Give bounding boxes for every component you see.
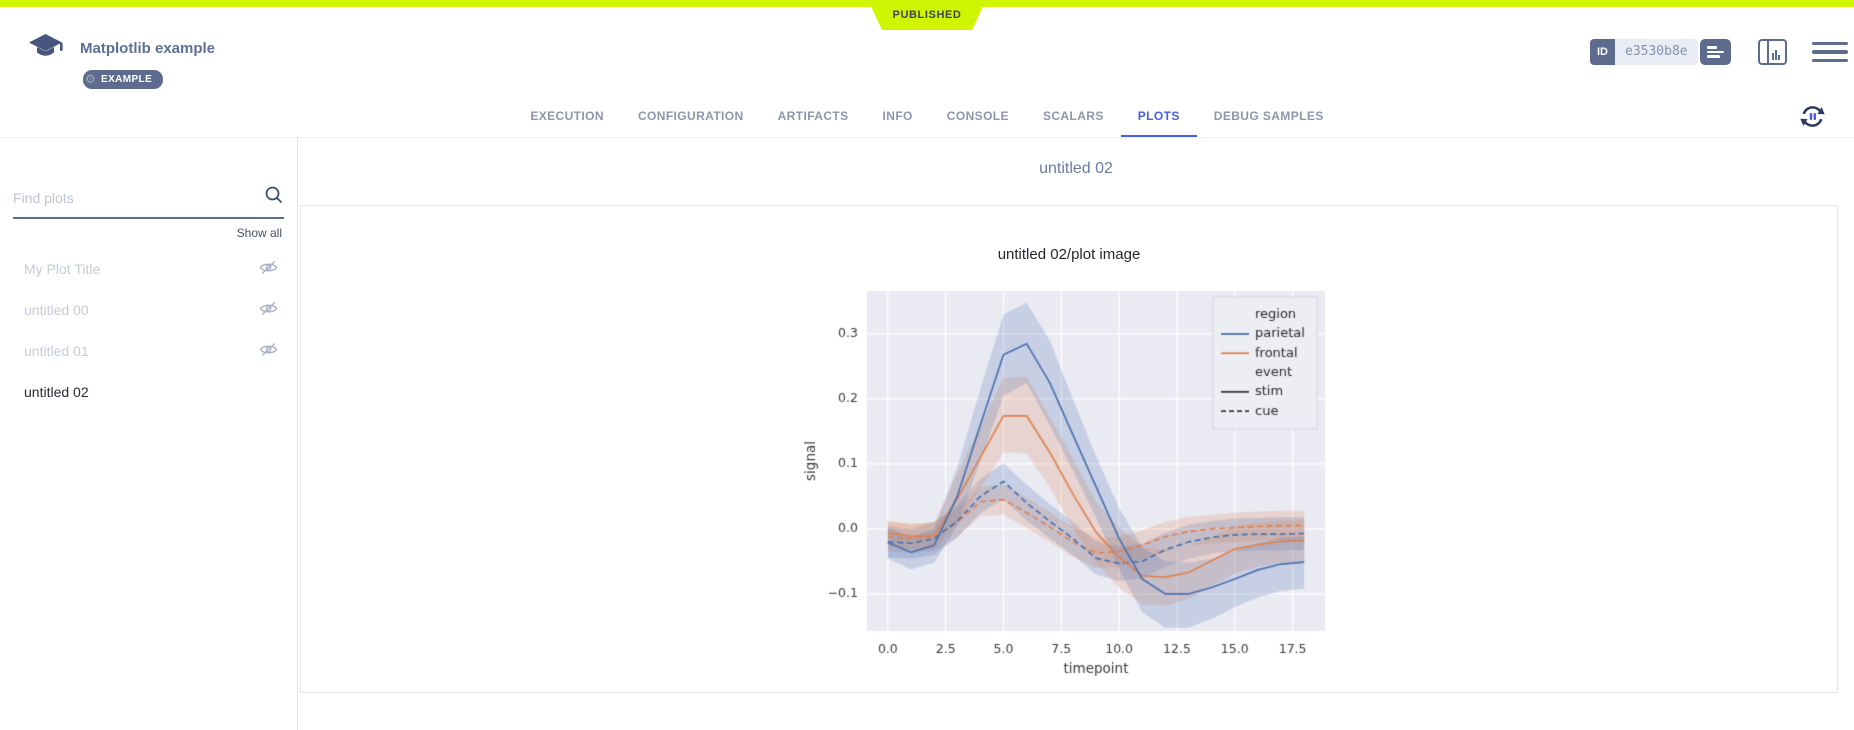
- details-icon[interactable]: [1700, 39, 1731, 65]
- id-tag: ID: [1590, 39, 1615, 65]
- plot-item-label: untitled 02: [24, 383, 89, 400]
- auto-refresh-icon[interactable]: [1797, 101, 1828, 137]
- id-value[interactable]: e3530b8e: [1615, 39, 1698, 65]
- eye-slash-icon[interactable]: [259, 301, 278, 319]
- tab-console[interactable]: CONSOLE: [946, 109, 1009, 123]
- gear-icon: ⚙: [85, 72, 97, 86]
- tab-configuration[interactable]: CONFIGURATION: [637, 109, 744, 123]
- plot-list-item[interactable]: untitled 00: [0, 289, 297, 330]
- plot-list-item-selected[interactable]: untitled 02: [0, 371, 297, 412]
- tab-artifacts[interactable]: ARTIFACTS: [777, 109, 849, 123]
- project-logo-icon: [28, 33, 64, 68]
- plot-item-label: untitled 01: [24, 342, 89, 359]
- panel-layout-icon[interactable]: [1758, 39, 1787, 65]
- tab-scalars[interactable]: SCALARS: [1042, 109, 1104, 123]
- plots-panel: untitled 02 untitled 02/plot image: [298, 138, 1854, 730]
- plot-item-label: My Plot Title: [24, 260, 101, 277]
- tab-info[interactable]: INFO: [882, 109, 913, 123]
- example-badge: ⚙ EXAMPLE: [83, 70, 164, 89]
- experiment-id-badge[interactable]: ID e3530b8e: [1590, 39, 1698, 65]
- plot-title: untitled 02/plot image: [997, 246, 1141, 263]
- menu-icon[interactable]: [1812, 39, 1848, 65]
- plot-item-label: untitled 00: [24, 301, 89, 318]
- search-icon[interactable]: [264, 185, 284, 210]
- tab-bar: EXECUTION CONFIGURATION ARTIFACTS INFO C…: [0, 87, 1854, 138]
- plots-sidebar: Show all My Plot Title untitled 00: [0, 138, 298, 730]
- plot-search: [13, 185, 284, 219]
- status-badge: PUBLISHED: [868, 0, 986, 30]
- plot-list: My Plot Title untitled 00: [0, 248, 297, 412]
- search-input[interactable]: [13, 189, 264, 206]
- tab-execution[interactable]: EXECUTION: [530, 109, 604, 123]
- tab-plots[interactable]: PLOTS: [1120, 87, 1197, 137]
- experiment-title: Matplotlib example: [80, 40, 216, 57]
- eye-slash-icon[interactable]: [259, 342, 278, 360]
- show-all-link[interactable]: Show all: [236, 226, 282, 240]
- eye-slash-icon[interactable]: [259, 260, 278, 278]
- tab-debug-samples[interactable]: DEBUG SAMPLES: [1213, 109, 1324, 123]
- plot-list-item[interactable]: My Plot Title: [0, 248, 297, 289]
- line-chart[interactable]: [795, 283, 1335, 688]
- status-badge-label: PUBLISHED: [892, 9, 962, 21]
- plot-list-item[interactable]: untitled 01: [0, 330, 297, 371]
- plot-card: untitled 02/plot image: [300, 205, 1838, 693]
- plot-group-title: untitled 02: [1039, 160, 1113, 177]
- example-badge-label: EXAMPLE: [101, 74, 153, 85]
